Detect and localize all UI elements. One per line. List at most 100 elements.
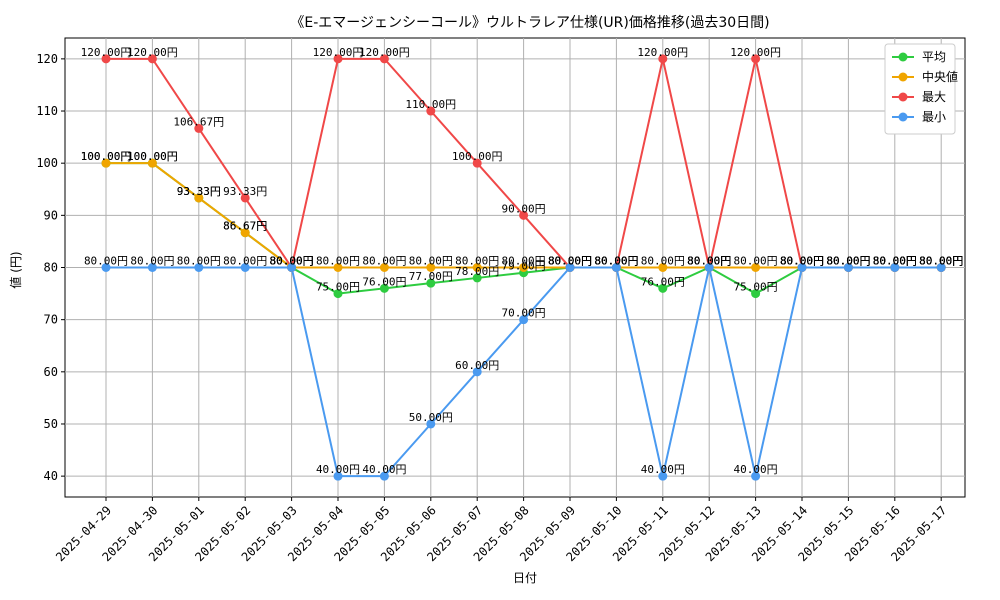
data-label: 93.33円 <box>177 185 221 198</box>
data-label: 80.00円 <box>780 255 824 268</box>
y-tick-label: 80 <box>44 261 58 275</box>
data-label: 100.00円 <box>81 150 132 163</box>
data-point <box>333 54 343 64</box>
y-tick-label: 40 <box>44 469 58 483</box>
data-label: 120.00円 <box>313 46 364 59</box>
data-label: 40.00円 <box>316 463 360 476</box>
data-point <box>519 315 529 325</box>
data-label: 80.00円 <box>687 255 731 268</box>
data-label: 40.00円 <box>641 463 685 476</box>
data-label: 86.67円 <box>223 220 267 233</box>
data-point <box>472 367 482 377</box>
plot-area: 4050607080901001101202025-04-292025-04-3… <box>36 37 966 564</box>
data-label: 120.00円 <box>127 46 178 59</box>
data-label: 80.00円 <box>594 255 638 268</box>
data-label: 120.00円 <box>730 46 781 59</box>
data-label: 80.00円 <box>687 255 731 268</box>
data-point <box>565 263 575 272</box>
data-point <box>472 263 482 272</box>
data-point <box>843 263 853 272</box>
data-point <box>426 106 436 116</box>
legend-swatch-marker <box>898 112 908 122</box>
data-label: 106.67円 <box>173 115 224 128</box>
data-point <box>426 278 436 288</box>
data-label: 75.00円 <box>316 281 360 294</box>
y-tick-label: 100 <box>36 156 58 170</box>
data-point <box>936 263 946 272</box>
data-label: 80.00円 <box>734 255 778 268</box>
data-point <box>287 263 297 272</box>
data-label: 80.00円 <box>548 255 592 268</box>
data-point <box>333 471 343 481</box>
data-point <box>426 419 436 429</box>
data-label: 80.00円 <box>919 255 963 268</box>
data-label: 80.00円 <box>362 255 406 268</box>
data-label: 80.00円 <box>84 255 128 268</box>
data-label: 100.00円 <box>127 150 178 163</box>
legend-swatch-marker <box>898 92 908 102</box>
data-point <box>101 158 111 168</box>
legend-entry-label: 平均 <box>922 50 946 64</box>
data-label: 80.00円 <box>780 255 824 268</box>
data-point <box>240 263 250 272</box>
data-label: 100.00円 <box>452 150 503 163</box>
data-label: 80.00円 <box>826 255 870 268</box>
data-label: 80.00円 <box>919 255 963 268</box>
chart-title: 《E-エマージェンシーコール》ウルトラレア仕様(UR)価格推移(過去30日間) <box>290 15 769 31</box>
data-label: 80.00円 <box>409 255 453 268</box>
data-point <box>147 158 157 168</box>
data-point <box>751 289 761 299</box>
data-label: 80.00円 <box>919 255 963 268</box>
data-label: 76.00円 <box>641 275 685 288</box>
data-point <box>101 263 111 272</box>
data-label: 80.00円 <box>548 255 592 268</box>
data-label: 76.00円 <box>362 275 406 288</box>
data-point <box>611 263 621 272</box>
legend-swatch-marker <box>898 52 908 62</box>
data-point <box>194 263 204 272</box>
data-label: 40.00円 <box>734 463 778 476</box>
data-point <box>379 471 389 481</box>
data-label: 93.33円 <box>223 185 267 198</box>
data-label: 60.00円 <box>455 359 499 372</box>
data-label: 80.00円 <box>270 255 314 268</box>
data-point <box>658 471 668 481</box>
data-label: 80.00円 <box>873 255 917 268</box>
data-label: 80.00円 <box>270 255 314 268</box>
y-tick-label: 60 <box>44 365 58 379</box>
data-label: 80.00円 <box>548 255 592 268</box>
data-point <box>658 283 668 293</box>
data-label: 80.00円 <box>826 255 870 268</box>
data-label: 79.00円 <box>502 260 546 273</box>
data-point <box>751 54 761 64</box>
data-label: 80.00円 <box>687 255 731 268</box>
data-point <box>147 263 157 272</box>
data-label: 93.33円 <box>177 185 221 198</box>
data-label: 80.00円 <box>873 255 917 268</box>
data-label: 110.00円 <box>405 98 456 111</box>
data-point <box>472 158 482 168</box>
data-point <box>658 54 668 64</box>
data-label: 75.00円 <box>734 281 778 294</box>
data-point <box>658 263 668 272</box>
data-label: 80.00円 <box>873 255 917 268</box>
data-label: 80.00円 <box>270 255 314 268</box>
data-label: 80.00円 <box>316 255 360 268</box>
data-label: 78.00円 <box>455 265 499 278</box>
y-tick-label: 120 <box>36 52 58 66</box>
data-label: 80.00円 <box>594 255 638 268</box>
data-label: 80.00円 <box>826 255 870 268</box>
data-point <box>194 123 204 133</box>
data-label: 80.00円 <box>687 255 731 268</box>
data-label: 80.00円 <box>223 255 267 268</box>
data-point <box>333 289 343 299</box>
data-point <box>101 54 111 64</box>
data-point <box>704 263 714 272</box>
data-label: 100.00円 <box>127 150 178 163</box>
data-label: 80.00円 <box>826 255 870 268</box>
y-tick-label: 70 <box>44 313 58 327</box>
data-label: 80.00円 <box>177 255 221 268</box>
data-label: 50.00円 <box>409 411 453 424</box>
